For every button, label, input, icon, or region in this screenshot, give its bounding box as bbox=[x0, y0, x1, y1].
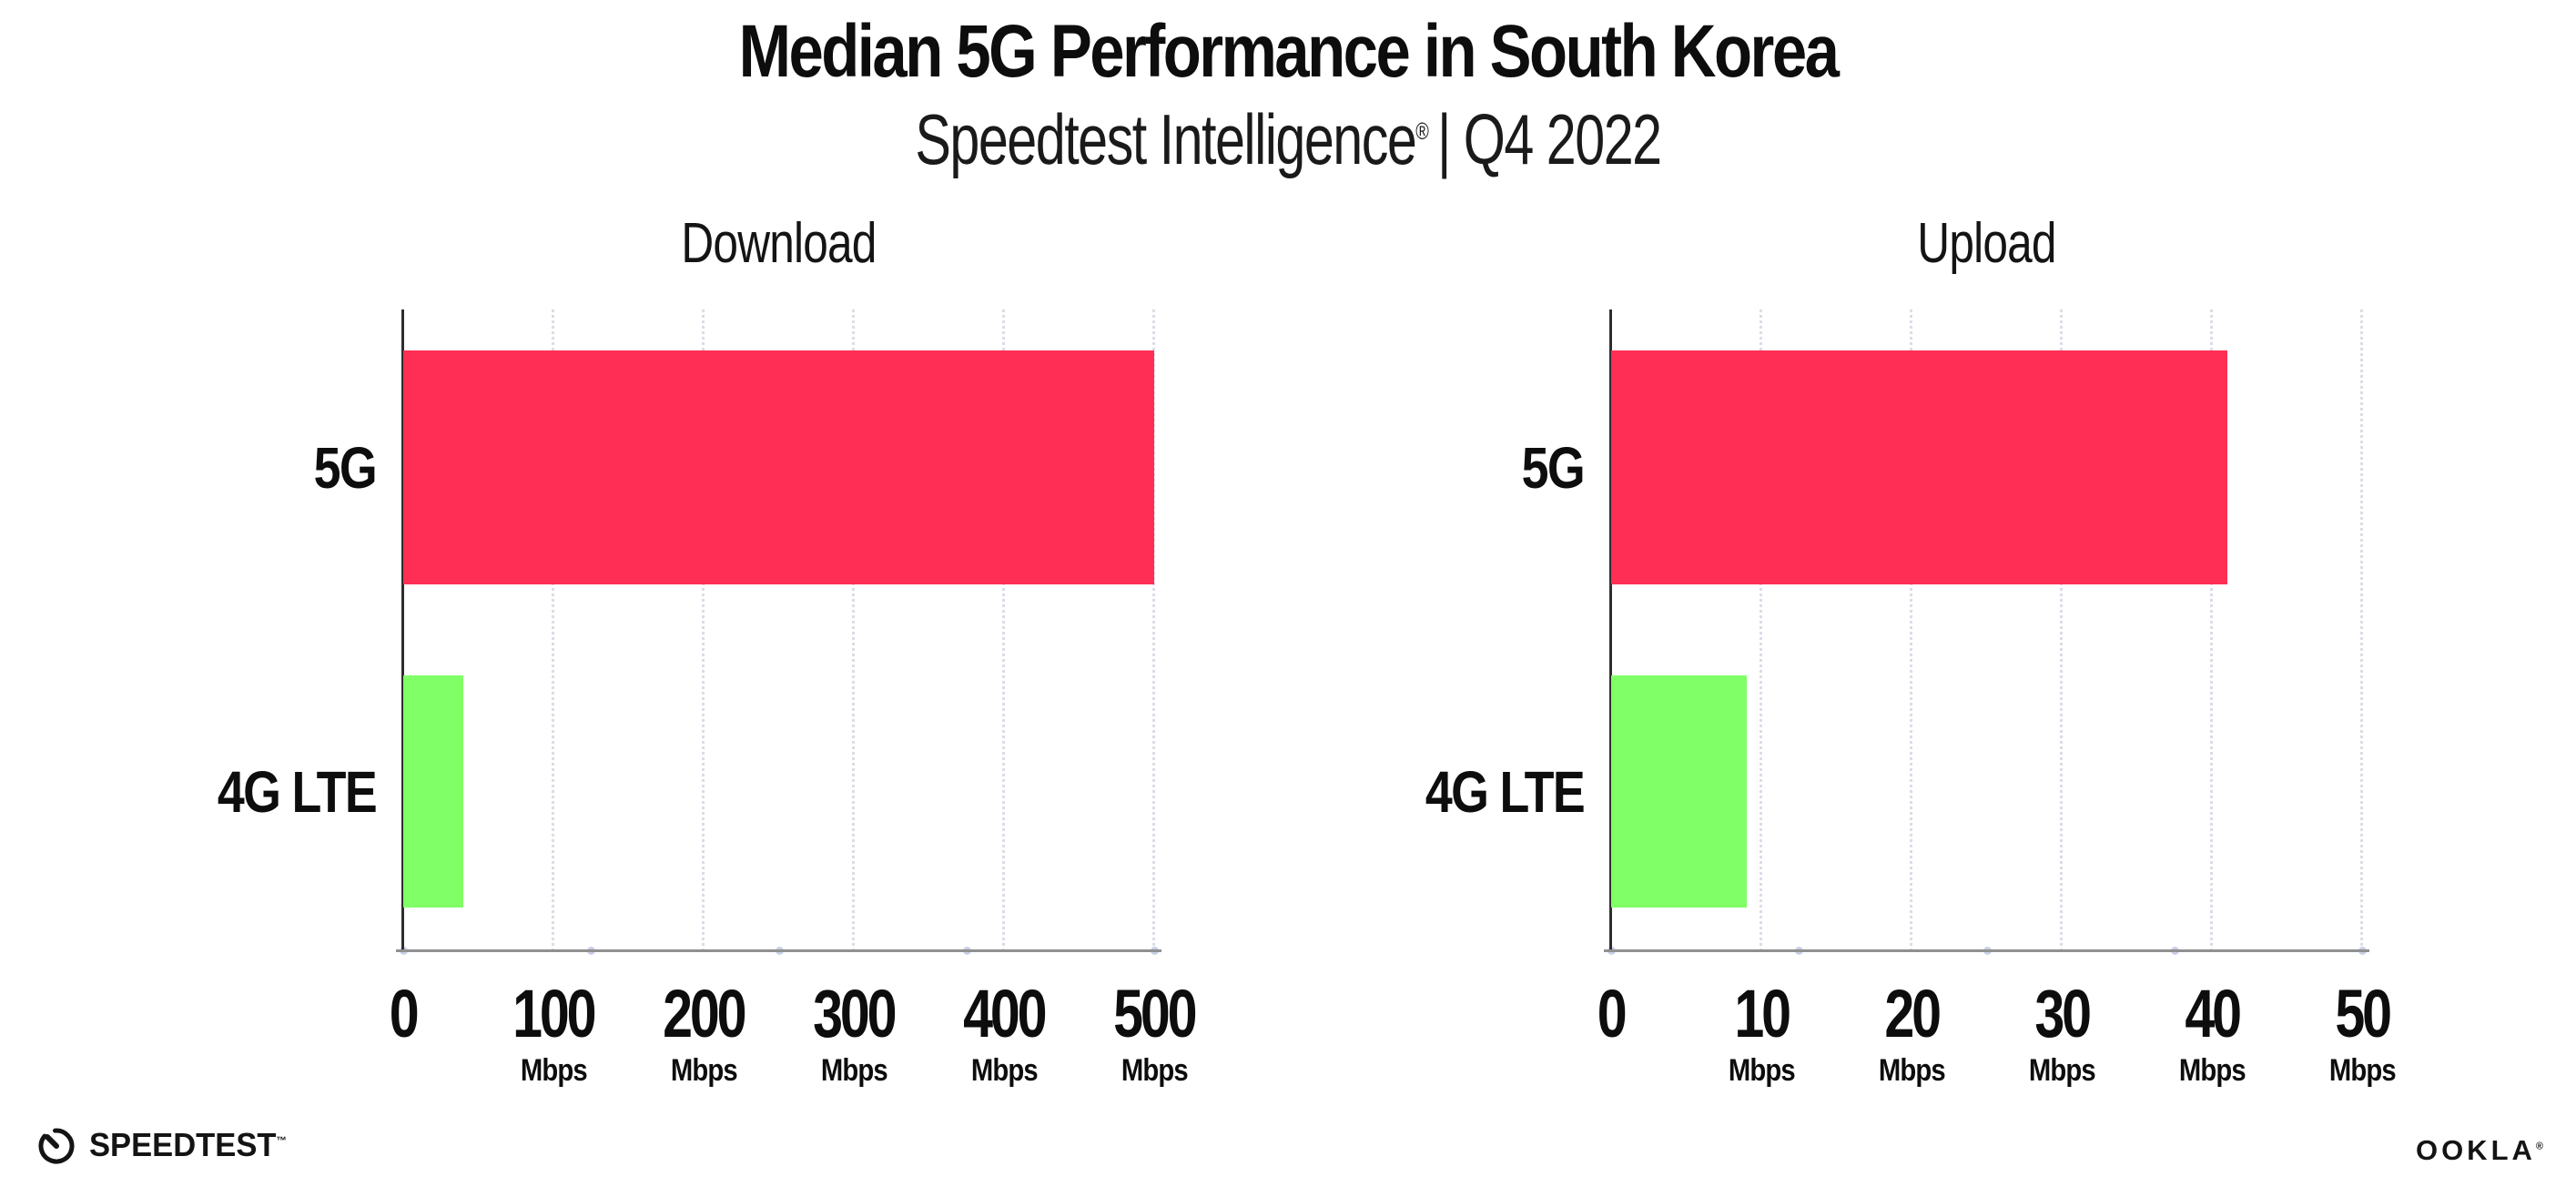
download-x-tick-number-200: 200 bbox=[663, 976, 746, 1051]
upload-bar-4g-lte bbox=[1611, 675, 1747, 908]
download-x-tick-400: 400 Mbps bbox=[922, 976, 1086, 1088]
download-x-tick-0: 0 bbox=[321, 980, 485, 1048]
upload-x-tick-number-40: 40 bbox=[2185, 976, 2242, 1051]
upload-gridline-50 bbox=[2360, 309, 2363, 951]
download-gridline-200 bbox=[702, 309, 705, 951]
upload-chart-title: Upload bbox=[1917, 212, 2056, 275]
upload-x-tick-30: 30 Mbps bbox=[1980, 976, 2144, 1088]
download-category-label-5g: 5G bbox=[313, 434, 378, 501]
download-x-tick-number-0: 0 bbox=[390, 976, 420, 1051]
download-x-tick-300: 300 Mbps bbox=[772, 976, 936, 1088]
download-x-tick-unit-100: Mbps bbox=[520, 1053, 588, 1088]
upload-x-tick-number-10: 10 bbox=[1734, 976, 1791, 1051]
page-title: Median 5G Performance in South Korea bbox=[738, 10, 1840, 93]
speedtest-wordmark: SPEEDTEST™ bbox=[89, 1126, 287, 1164]
upload-x-tick-unit-10: Mbps bbox=[1728, 1053, 1796, 1088]
upload-gridline-20 bbox=[1910, 309, 1912, 951]
upload-x-tick-0: 0 bbox=[1529, 980, 1693, 1048]
upload-x-tick-number-0: 0 bbox=[1597, 976, 1628, 1051]
download-gridline-400 bbox=[1002, 309, 1005, 951]
upload-gridline-30 bbox=[2060, 309, 2063, 951]
download-plot-area: 5G 4G LTE 0 100 Mbps 200 Mbps 300 Mbps 400 Mbps 500… bbox=[218, 309, 1198, 1086]
download-x-tick-number-500: 500 bbox=[1113, 976, 1197, 1051]
download-gridline-100 bbox=[552, 309, 554, 951]
upload-bar-5g bbox=[1611, 350, 2227, 584]
ookla-registered-icon: ® bbox=[2535, 1141, 2543, 1152]
upload-plot-area: 5G 4G LTE 0 10 Mbps 20 Mbps 30 Mbps 40 Mbps 50 Mbps bbox=[1425, 309, 2396, 1086]
upload-x-tick-10: 10 Mbps bbox=[1679, 976, 1843, 1088]
download-x-tick-number-300: 300 bbox=[813, 976, 897, 1051]
speedtest-gauge-icon bbox=[38, 1128, 75, 1164]
speedtest-logo: SPEEDTEST™ bbox=[35, 1123, 295, 1167]
upload-gridline-10 bbox=[1760, 309, 1762, 951]
upload-x-tick-number-20: 20 bbox=[1884, 976, 1942, 1051]
download-x-tick-500: 500 Mbps bbox=[1072, 976, 1236, 1088]
upload-x-axis-line bbox=[1604, 949, 2369, 952]
upload-x-tick-40: 40 Mbps bbox=[2130, 976, 2294, 1088]
download-x-tick-number-100: 100 bbox=[512, 976, 596, 1051]
subtitle-period: | Q4 2022 bbox=[1436, 99, 1662, 179]
ookla-logo: OOKLA® bbox=[2416, 1134, 2543, 1167]
upload-x-tick-50: 50 Mbps bbox=[2280, 976, 2444, 1088]
upload-x-tick-unit-30: Mbps bbox=[2028, 1053, 2096, 1088]
upload-category-label-5g: 5G bbox=[1521, 434, 1586, 501]
download-category-label-4g-lte: 4G LTE bbox=[217, 758, 378, 825]
download-bar-4g-lte bbox=[403, 675, 463, 908]
page-subtitle: Speedtest Intelligence® | Q4 2022 bbox=[309, 98, 2267, 181]
download-x-tick-unit-400: Mbps bbox=[970, 1053, 1039, 1088]
download-x-tick-100: 100 Mbps bbox=[472, 976, 635, 1088]
upload-x-tick-unit-50: Mbps bbox=[2328, 1053, 2397, 1088]
upload-x-tick-unit-20: Mbps bbox=[1878, 1053, 1946, 1088]
upload-x-tick-number-30: 30 bbox=[2034, 976, 2092, 1051]
speedtest-label: SPEEDTEST bbox=[89, 1126, 277, 1163]
download-chart-title: Download bbox=[681, 212, 877, 275]
trademark-icon: ™ bbox=[276, 1134, 288, 1147]
upload-x-tick-20: 20 Mbps bbox=[1830, 976, 1993, 1088]
download-x-axis-line bbox=[396, 949, 1161, 952]
download-gridline-300 bbox=[852, 309, 855, 951]
upload-x-tick-unit-40: Mbps bbox=[2178, 1053, 2246, 1088]
download-x-tick-number-400: 400 bbox=[963, 976, 1047, 1051]
upload-y-axis-line bbox=[1609, 309, 1612, 951]
download-x-tick-200: 200 Mbps bbox=[622, 976, 786, 1088]
download-y-axis-line bbox=[401, 309, 404, 951]
upload-x-tick-number-50: 50 bbox=[2335, 976, 2392, 1051]
download-x-tick-unit-500: Mbps bbox=[1121, 1053, 1189, 1088]
download-bar-5g bbox=[403, 350, 1154, 584]
download-gridline-500 bbox=[1152, 309, 1155, 951]
ookla-label: OOKLA bbox=[2415, 1134, 2536, 1166]
download-x-tick-unit-300: Mbps bbox=[820, 1053, 888, 1088]
download-x-tick-unit-200: Mbps bbox=[670, 1053, 738, 1088]
registered-mark-icon: ® bbox=[1415, 117, 1429, 145]
upload-gridline-40 bbox=[2210, 309, 2213, 951]
subtitle-brand: Speedtest Intelligence bbox=[915, 99, 1416, 179]
upload-category-label-4g-lte: 4G LTE bbox=[1425, 758, 1586, 825]
